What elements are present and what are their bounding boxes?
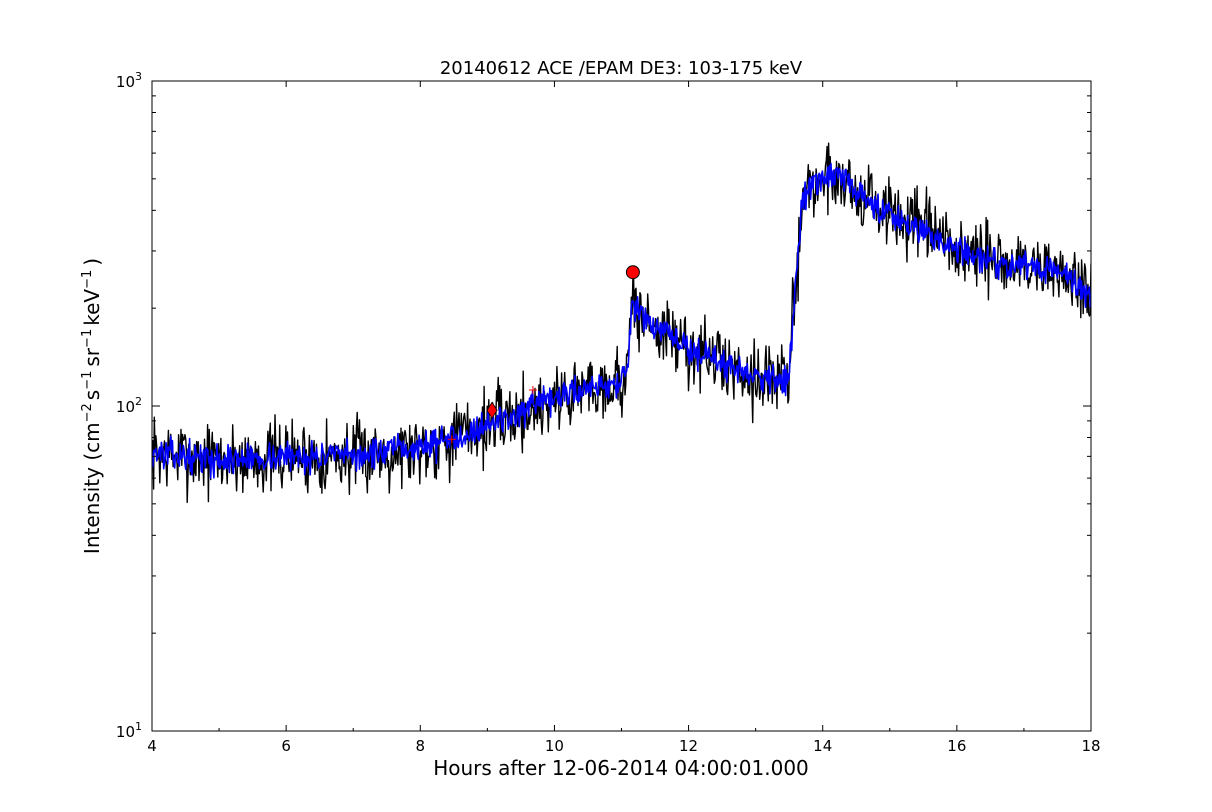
marker-plus (447, 435, 456, 444)
y-axis-title-exp3: −1 (80, 329, 95, 348)
y-axis-title-exp1: −2 (80, 403, 95, 422)
y-tick-label: 102 (116, 395, 142, 416)
x-tick-label: 4 (147, 737, 157, 755)
y-axis-title-exp2: −1 (80, 371, 95, 390)
x-tick-label: 14 (813, 737, 832, 755)
y-axis-title-exp4: −1 (80, 270, 95, 289)
marker-circle (625, 265, 640, 280)
chart-title: 20140612 ACE /EPAM DE3: 103-175 keV (440, 58, 803, 79)
marker-layer (447, 265, 640, 444)
x-tick-label: 12 (679, 737, 698, 755)
y-axis-title: Intensity (cm−2s−1sr−1keV−1) (80, 258, 104, 554)
y-axis-title-part4: keV (80, 289, 104, 326)
x-axis: 4 6 8 10 12 14 16 18 (147, 81, 1101, 755)
y-axis-title-close: ) (80, 258, 104, 266)
x-tick-label: 16 (947, 737, 966, 755)
x-axis-title: Hours after 12-06-2014 04:00:01.000 (433, 756, 809, 780)
y-tick-label: 101 (116, 720, 142, 741)
marker-plus (528, 386, 537, 395)
y-axis-title-part3: sr (80, 347, 104, 366)
x-tick-label: 10 (545, 737, 564, 755)
series-layer (152, 142, 1091, 504)
marker-diamond (486, 401, 498, 420)
x-tick-label: 6 (281, 737, 291, 755)
y-axis-title-base: Intensity (cm (80, 422, 104, 554)
x-tick-label: 8 (416, 737, 426, 755)
y-axis-title-part2: s (80, 390, 104, 400)
y-tick-label: 103 (116, 70, 142, 91)
x-tick-label: 18 (1081, 737, 1100, 755)
series-line-2 (152, 162, 1091, 479)
y-axis: 101 102 103 (116, 70, 1091, 741)
